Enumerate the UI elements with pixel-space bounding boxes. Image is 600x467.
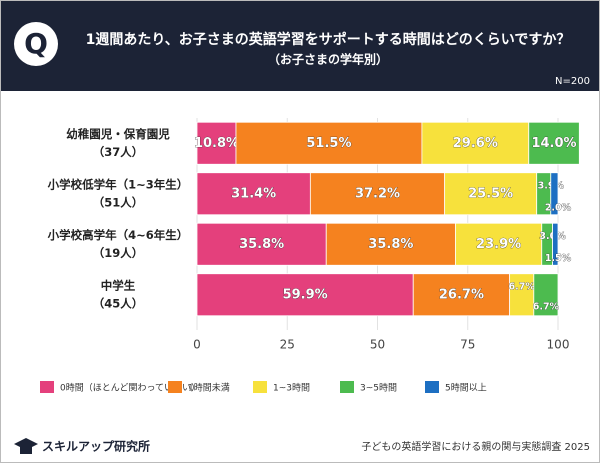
category-note: （19人）	[93, 246, 144, 260]
bar-segment	[412, 273, 511, 317]
value-label: 2.0%	[545, 202, 572, 213]
bar-segment	[444, 172, 538, 216]
brand-name: スキルアップ研究所	[42, 439, 150, 454]
value-label: 26.7%	[439, 287, 484, 302]
bar-segment	[325, 222, 456, 266]
legend-swatch	[40, 381, 54, 393]
value-label: 10.8%	[194, 136, 239, 151]
chart-title: 1週間あたり、お子さまの英語学習をサポートする時間はどのくらいですか？	[86, 31, 571, 48]
value-label: 35.8%	[368, 237, 413, 252]
source: 子どもの英語学習における親の関与実態調査 2025	[361, 440, 590, 453]
bar-segment	[533, 273, 559, 317]
legend-label: 1時間未満	[188, 382, 230, 394]
value-label: 6.7%	[509, 281, 536, 292]
value-label: 1.5%	[545, 253, 572, 264]
category-label: 中学生	[101, 278, 136, 292]
x-tick-label: 25	[280, 338, 295, 352]
q-mark: Q	[24, 27, 48, 60]
bar-segment	[309, 172, 446, 216]
value-label: 51.5%	[306, 136, 351, 151]
bar-segment	[552, 222, 559, 266]
chart-subtitle: （お子さまの学年別）	[268, 52, 388, 67]
value-label: 25.5%	[468, 186, 513, 201]
value-label: 37.2%	[355, 186, 400, 201]
bar-segment	[421, 121, 530, 165]
bar-segment	[550, 172, 559, 216]
bar-segment	[196, 172, 311, 216]
legend-swatch	[168, 381, 182, 393]
value-label: 29.6%	[453, 136, 498, 151]
value-label: 14.0%	[531, 136, 576, 151]
category-label: 小学校低学年（1~3年生）	[47, 177, 189, 191]
category-note: （51人）	[93, 195, 144, 209]
legend-label: 0時間（ほとんど関わっていない）	[60, 383, 200, 394]
bar-segment	[196, 121, 237, 165]
bar-segment	[509, 273, 535, 317]
value-label: 23.9%	[476, 237, 521, 252]
brand: スキルアップ研究所	[14, 438, 150, 454]
legend-swatch	[253, 381, 267, 393]
value-label: 6.7%	[533, 301, 560, 312]
bar-segment	[528, 121, 580, 165]
q-badge	[14, 22, 58, 66]
n-label: N=200	[555, 76, 590, 87]
legend-label: 3~5時間	[360, 383, 397, 394]
legend-label: 5時間以上	[445, 383, 487, 394]
x-tick-label: 50	[370, 338, 385, 352]
bar-segment	[235, 121, 423, 165]
brand-icon	[20, 447, 32, 454]
value-label: 59.9%	[283, 287, 328, 302]
category-note: （37人）	[93, 145, 144, 159]
bar-segment	[455, 222, 543, 266]
value-label: 35.8%	[239, 237, 284, 252]
x-tick-label: 0	[193, 338, 201, 352]
x-tick-label: 75	[460, 338, 475, 352]
legend-label: 1~3時間	[273, 383, 310, 394]
value-label: 31.4%	[231, 186, 276, 201]
bar-segment	[196, 222, 327, 266]
category-label: 小学校高学年（4~6年生）	[47, 228, 189, 242]
legend-swatch	[340, 381, 354, 393]
category-label: 幼稚園児・保育園児	[66, 127, 170, 141]
legend-swatch	[425, 381, 439, 393]
x-tick-label: 100	[547, 338, 570, 352]
category-note: （45人）	[93, 296, 144, 310]
header-band	[1, 1, 599, 91]
bar-segment	[196, 273, 414, 317]
